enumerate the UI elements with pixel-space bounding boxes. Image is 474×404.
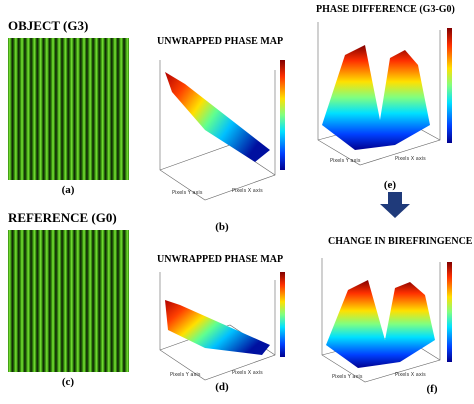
axis-label: Pixels Y axis (330, 158, 361, 164)
panel-label: (b) (215, 221, 229, 233)
title-reference: REFERENCE (G0) (8, 210, 117, 225)
axis-label: Pixels X axis (232, 188, 263, 194)
title-object: OBJECT (G3) (8, 18, 88, 33)
axis-label: Pixels Y axis (172, 190, 203, 196)
plot-f: Pixels Y axis Pixels X axis (321, 258, 452, 383)
panel-label: (f) (427, 383, 438, 395)
axis-label: Pixels X axis (395, 372, 426, 378)
axis-label: Pixels Y axis (332, 374, 363, 380)
plot-b: Pixels Y axis Pixels X axis (159, 60, 285, 201)
title-phase-difference: PHASE DIFFERENCE (G3-G0) (316, 4, 455, 15)
title-unwrapped: UNWRAPPED PHASE MAP (157, 36, 283, 47)
plot-d: Pixels Y axis Pixels X axis (159, 272, 285, 381)
fringe-image (8, 230, 129, 372)
panel-label: (a) (62, 184, 75, 196)
panel-label: (e) (384, 179, 397, 191)
panel-label: (d) (215, 381, 229, 393)
arrow (380, 192, 410, 218)
axis-label: Pixels X axis (232, 370, 263, 376)
axis-label: Pixels X axis (395, 156, 426, 162)
axis-label: Pixels Y axis (170, 372, 201, 378)
panel-label: (c) (62, 376, 75, 388)
plot-e: Pixels Y axis Pixels X axis (317, 22, 452, 166)
fringe-image (8, 38, 129, 180)
title-unwrapped: UNWRAPPED PHASE MAP (157, 254, 283, 265)
title-birefringence: CHANGE IN BIREFRINGENCE (328, 236, 473, 247)
